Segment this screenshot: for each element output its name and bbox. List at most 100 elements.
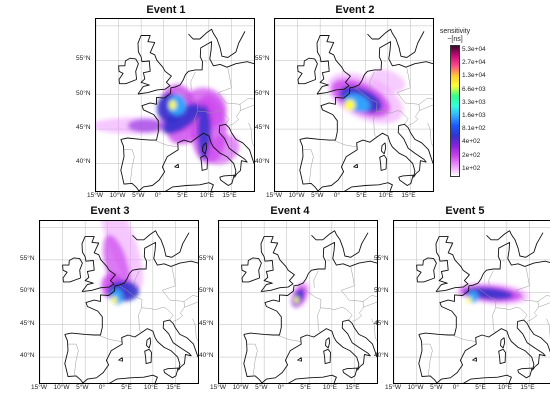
- coastline: [297, 57, 318, 85]
- country-border: [369, 71, 375, 90]
- longitude-tick-label: 10°W: [288, 192, 305, 199]
- country-border: [334, 140, 357, 148]
- longitude-tick-label: 15°E: [520, 384, 535, 391]
- country-border: [363, 301, 377, 308]
- map-panel-event-4: [218, 220, 378, 384]
- coastline: [353, 163, 359, 169]
- sensitivity-plume: [96, 84, 240, 165]
- coastline: [323, 348, 331, 365]
- country-border: [515, 266, 550, 302]
- coastline: [344, 182, 393, 191]
- panel-title-event-4: Event 4: [270, 205, 310, 217]
- country-border: [546, 318, 550, 338]
- longitude-tick-label: 10°W: [407, 384, 424, 391]
- latitude-tick-label: 55°N: [76, 55, 91, 63]
- coastline: [64, 319, 198, 383]
- plume-blob: [294, 296, 299, 304]
- longitude-tick-label: 15°W: [210, 384, 226, 391]
- colorbar-tick-label: 3.3e+03: [462, 98, 486, 106]
- panel-title-event-2: Event 2: [335, 4, 375, 16]
- country-border: [197, 110, 230, 125]
- latitude-tick-label: 40°N: [199, 352, 214, 360]
- country-border: [495, 306, 528, 321]
- longitude-tick-label: 5°W: [132, 192, 145, 199]
- longitude-tick-label: 15°W: [31, 384, 47, 391]
- longitude-tick-label: 15°E: [222, 192, 237, 199]
- coastline: [118, 357, 124, 362]
- longitude-tick-label: 15°E: [345, 384, 360, 391]
- country-border: [217, 67, 254, 105]
- longitude-tick-label: 5°W: [76, 384, 89, 391]
- coastline: [165, 182, 214, 191]
- latitude-tick-label: 40°N: [20, 352, 35, 360]
- colorbar-tick-label: 5.3e+04: [462, 46, 486, 53]
- map-panel-event-2: [274, 18, 434, 192]
- latitude-tick-label: 45°N: [199, 319, 214, 327]
- country-border: [141, 306, 174, 321]
- country-border: [297, 284, 322, 333]
- country-border: [472, 284, 497, 333]
- longitude-tick-label: 0°: [154, 192, 161, 199]
- panel-title-event-5: Event 5: [445, 205, 485, 217]
- map-canvas: [275, 19, 433, 191]
- coastline: [418, 319, 550, 383]
- country-border: [427, 122, 433, 147]
- country-border: [67, 343, 79, 376]
- sensitivity-plume: [327, 69, 406, 124]
- latitude-tick-label: 50°N: [199, 287, 214, 295]
- country-border: [184, 301, 198, 308]
- latitude-tick-label: 40°N: [374, 352, 389, 360]
- latitude-tick-label: 40°N: [76, 158, 91, 166]
- longitude-tick-label: 15°W: [87, 192, 103, 199]
- panel-title-event-1: Event 1: [146, 4, 186, 16]
- sensitivity-plume: [457, 282, 530, 305]
- map-panel-event-3: [39, 220, 199, 384]
- latitude-tick-label: 55°N: [255, 55, 270, 63]
- longitude-tick-label: 10°W: [232, 384, 249, 391]
- plume-blob: [111, 296, 118, 304]
- longitude-tick-label: 0°: [333, 192, 340, 199]
- longitude-tick-label: 10°E: [378, 192, 394, 199]
- latitude-tick-label: 55°N: [20, 254, 35, 262]
- coastline: [132, 230, 190, 258]
- country-border: [340, 266, 377, 302]
- coastline: [243, 319, 377, 383]
- coastline: [486, 230, 544, 258]
- latitude-tick-label: 50°N: [255, 89, 270, 97]
- coastline: [137, 35, 172, 95]
- coastline: [517, 367, 533, 379]
- country-border: [248, 122, 254, 147]
- latitude-tick-label: 50°N: [374, 287, 389, 295]
- coastline: [109, 374, 158, 383]
- coastline: [288, 374, 337, 383]
- coastline: [311, 230, 369, 258]
- country-border: [161, 266, 198, 302]
- longitude-tick-label: 0°: [277, 384, 284, 391]
- sensitivity-plume: [290, 281, 310, 309]
- coastline: [243, 241, 377, 336]
- country-border: [376, 110, 409, 125]
- plume-blob: [168, 94, 187, 116]
- plume-blob: [467, 296, 472, 304]
- country-border: [396, 67, 433, 105]
- longitude-tick-label: 10°W: [53, 384, 70, 391]
- country-border: [134, 270, 140, 288]
- colorbar-tick-label: 8.1e+02: [462, 125, 486, 133]
- country-border: [190, 71, 196, 90]
- coastline: [500, 337, 506, 349]
- coastline: [418, 241, 550, 336]
- coastline: [62, 257, 83, 283]
- country-border: [353, 86, 378, 138]
- colorbar-tick-label: 6.6e+03: [462, 85, 486, 93]
- latitude-tick-label: 45°N: [255, 124, 270, 132]
- country-border: [174, 86, 199, 138]
- country-border: [419, 104, 433, 111]
- latitude-tick-label: 50°N: [20, 287, 35, 295]
- plume-blob: [169, 100, 177, 110]
- coastline: [498, 348, 506, 365]
- longitude-tick-label: 5°W: [255, 384, 268, 391]
- country-border: [527, 301, 539, 322]
- longitude-tick-label: 5°E: [300, 384, 311, 391]
- coastline: [342, 367, 358, 379]
- colorbar-tick-label: 1.3e+04: [462, 72, 486, 80]
